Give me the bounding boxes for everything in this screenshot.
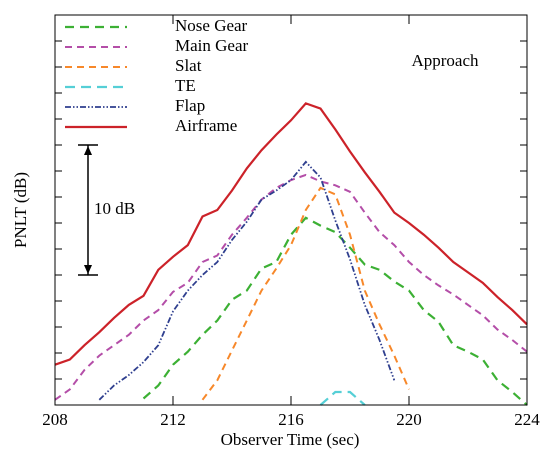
legend-label: Nose Gear: [175, 16, 248, 35]
annotation: Approach: [411, 51, 479, 70]
x-tick-label: 216: [278, 410, 304, 429]
x-tick-label: 212: [160, 410, 186, 429]
series-line: [319, 390, 366, 406]
series-line: [54, 102, 528, 366]
x-tick-label: 220: [396, 410, 422, 429]
y-axis-label: PNLT (dB): [11, 172, 30, 248]
x-axis-label: Observer Time (sec): [221, 430, 360, 449]
legend-label: Slat: [175, 56, 202, 75]
legend-label: Flap: [175, 96, 205, 115]
legend-label: Main Gear: [175, 36, 249, 55]
annotation: 10 dB: [94, 199, 135, 218]
legend-label: Airframe: [175, 116, 237, 135]
arrow-head: [84, 265, 92, 274]
arrow-head: [84, 146, 92, 155]
series-line: [201, 186, 410, 401]
series-line: [98, 160, 396, 401]
legend-label: TE: [175, 76, 196, 95]
x-tick-label: 208: [42, 410, 68, 429]
series-line: [54, 173, 528, 401]
x-tick-label: 224: [514, 410, 540, 429]
series-line: [142, 216, 528, 406]
